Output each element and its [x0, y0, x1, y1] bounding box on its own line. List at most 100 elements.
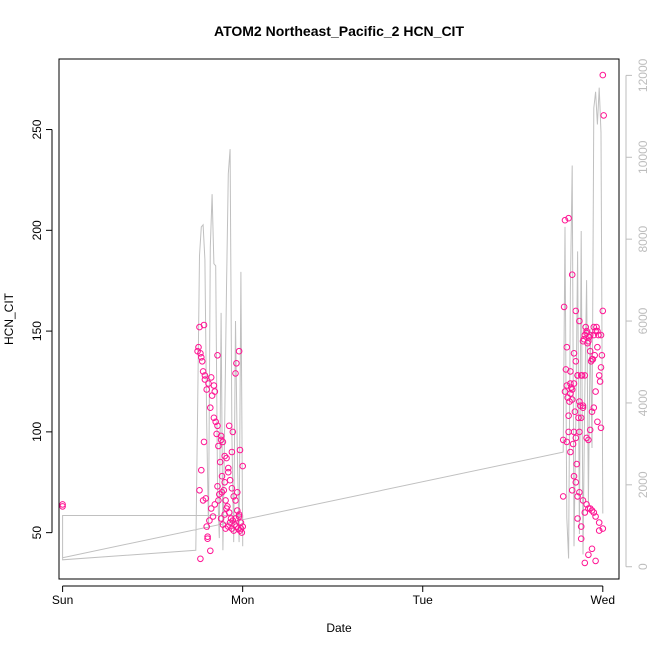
data-point — [590, 323, 598, 331]
data-point — [572, 307, 580, 315]
data-point — [234, 489, 241, 496]
data-point — [238, 529, 246, 536]
data-point — [577, 402, 584, 410]
data-point — [599, 525, 607, 532]
data-point — [203, 523, 210, 530]
data-point — [217, 436, 225, 444]
data-point — [597, 331, 605, 339]
data-point — [567, 390, 574, 397]
data-point — [228, 525, 236, 532]
data-point — [599, 307, 607, 315]
data-point — [595, 372, 603, 379]
data-point — [567, 448, 574, 456]
data-point — [568, 487, 576, 494]
data-point — [570, 350, 578, 357]
data-point — [215, 497, 222, 504]
data-point — [565, 214, 572, 222]
data-point — [208, 392, 216, 399]
data-point — [218, 489, 226, 496]
data-point — [204, 535, 211, 543]
data-point — [228, 448, 236, 456]
data-point — [574, 515, 581, 522]
left-axis: 50 100 150 200 250 — [30, 119, 53, 539]
bottom-tick-label: Mon — [231, 593, 254, 607]
right-tick-label: 2000 — [636, 471, 650, 498]
data-point — [566, 398, 573, 405]
data-point — [216, 458, 224, 466]
data-point — [59, 503, 66, 510]
data-point — [586, 505, 594, 512]
data-point — [563, 438, 571, 446]
data-point — [198, 466, 205, 474]
data-point — [559, 436, 567, 444]
bottom-tick-label: Sun — [52, 593, 73, 607]
left-tick-label: 250 — [30, 119, 44, 139]
data-point — [567, 380, 574, 387]
series-line — [62, 87, 604, 561]
data-point — [590, 404, 598, 412]
data-point — [197, 555, 204, 563]
data-point — [576, 317, 583, 325]
data-point — [570, 472, 578, 480]
data-point — [586, 347, 594, 355]
data-point — [579, 402, 587, 410]
data-point — [598, 352, 606, 359]
data-point — [225, 464, 232, 472]
plot-area — [59, 71, 608, 567]
bottom-tick-label: Wed — [591, 593, 615, 607]
bottom-tick-label: Tue — [413, 593, 434, 607]
data-point — [585, 436, 592, 444]
data-point — [585, 505, 592, 512]
data-point — [597, 364, 605, 371]
data-point — [199, 368, 207, 375]
data-point — [207, 505, 215, 512]
data-point — [581, 559, 589, 567]
data-point — [209, 513, 217, 520]
data-point — [577, 535, 585, 543]
data-point — [599, 71, 607, 79]
data-point — [568, 271, 576, 279]
data-point — [596, 378, 604, 385]
data-point — [572, 358, 580, 365]
left-tick-label: 150 — [30, 321, 44, 341]
x-axis-label: Date — [326, 621, 352, 635]
left-tick-label: 100 — [30, 422, 44, 442]
data-point — [563, 343, 571, 351]
data-point — [211, 388, 219, 395]
data-point — [195, 343, 202, 351]
data-point — [215, 442, 222, 450]
data-point — [233, 360, 240, 367]
data-point — [235, 511, 243, 518]
data-point — [583, 327, 590, 335]
data-point — [207, 374, 215, 381]
data-point — [225, 422, 233, 430]
data-point — [214, 422, 221, 430]
data-point — [571, 408, 579, 416]
data-point — [587, 358, 595, 365]
plot-frame — [58, 58, 620, 580]
data-point — [594, 418, 601, 426]
data-point — [230, 527, 237, 534]
data-point — [228, 485, 236, 492]
data-point — [595, 519, 603, 526]
data-point — [589, 356, 597, 363]
data-point — [210, 414, 218, 422]
right-tick-label: 6000 — [636, 307, 650, 334]
data-point — [575, 414, 582, 422]
data-point — [594, 343, 601, 351]
data-point — [600, 112, 608, 119]
data-point — [561, 388, 569, 395]
data-point — [569, 440, 577, 448]
data-point — [222, 497, 229, 504]
data-point — [225, 468, 232, 476]
data-point — [568, 386, 576, 393]
data-point — [573, 460, 581, 468]
data-point — [232, 497, 239, 504]
y-axis-label: HCN_CIT — [2, 292, 16, 345]
data-point — [235, 513, 243, 520]
data-point — [567, 368, 574, 375]
data-point — [586, 426, 594, 434]
data-point — [198, 354, 205, 361]
data-point — [239, 462, 246, 470]
data-point — [572, 434, 580, 442]
